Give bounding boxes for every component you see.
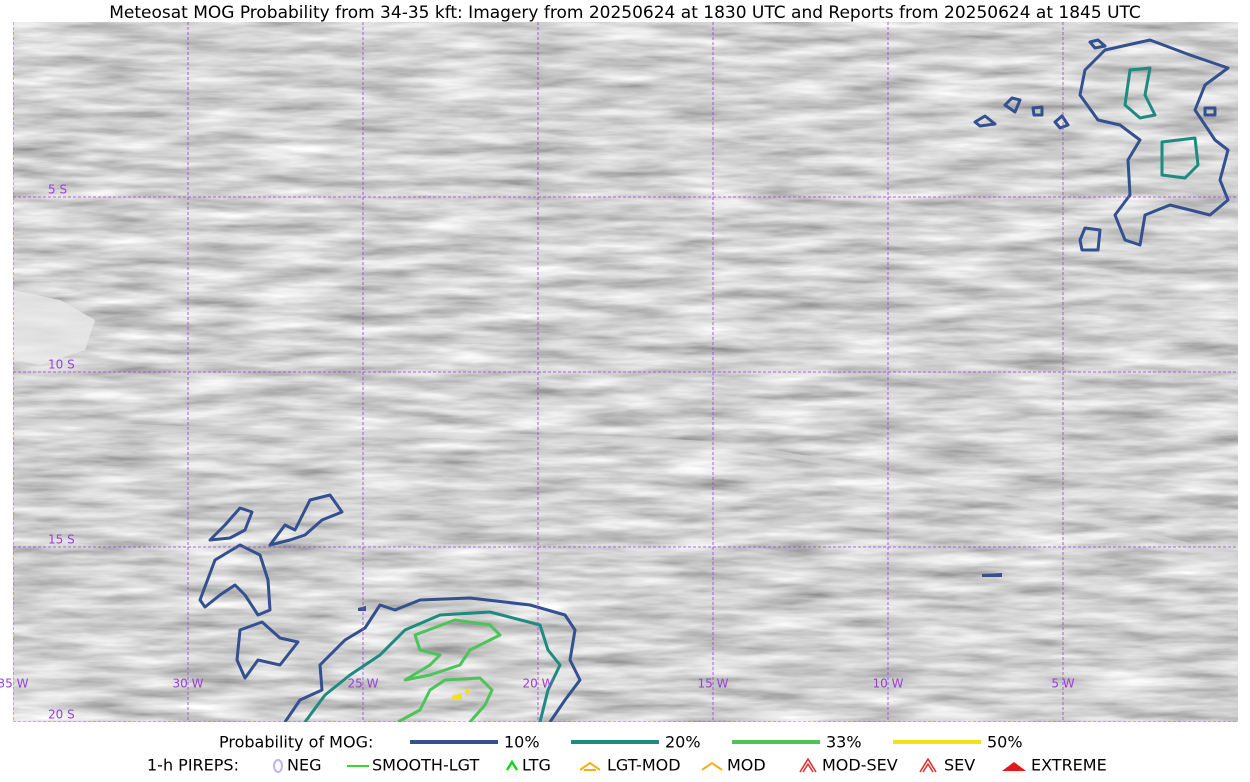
pirep-icon: [799, 757, 817, 773]
lat-label: 15 S: [48, 533, 75, 547]
cloud-band: [13, 417, 1238, 563]
legend: Probability of MOG: 10% 20% 33% 50% 1-h PIREP…: [147, 733, 1107, 775]
lon-label: 20 W: [523, 677, 554, 691]
satellite-map: [13, 22, 1238, 722]
legend-text: 10%: [504, 733, 540, 752]
cloud: [13, 290, 95, 365]
legend-text: NEG: [287, 756, 321, 775]
legend-text: 50%: [987, 733, 1023, 752]
legend-text: MOD: [727, 756, 766, 775]
pirep-icon: [579, 761, 601, 771]
pirep-icon: [505, 759, 519, 771]
contour-50: [452, 688, 470, 700]
contour-10: [973, 38, 1217, 252]
title: Meteosat MOG Probability from 34-35 kft:…: [109, 3, 1141, 23]
legend-text: EXTREME: [1031, 756, 1107, 775]
lat-label: 10 S: [48, 358, 75, 372]
contour-33: [397, 618, 502, 722]
pirep-icon: [1002, 762, 1026, 771]
lon-label: 10 W: [873, 677, 904, 691]
contour-10: [1078, 38, 1230, 247]
legend-text: 33%: [826, 733, 862, 752]
pirep-icon: [273, 759, 283, 773]
legend-text: MOD-SEV: [822, 756, 898, 775]
lon-label: 5 W: [1051, 677, 1074, 691]
legend-text: LTG: [522, 756, 551, 775]
legend-text: SEV: [944, 756, 975, 775]
contours: [198, 38, 1230, 722]
legend-text: 20%: [665, 733, 701, 752]
lon-label: 25 W: [348, 677, 379, 691]
lat-label: 5 S: [48, 183, 67, 197]
lon-label: 30 W: [173, 677, 204, 691]
pirep-icon: [919, 757, 937, 773]
legend-text: SMOOTH-LGT: [372, 756, 479, 775]
lat-label: 20 S: [48, 708, 75, 722]
legend-label: 1-h PIREPS:: [147, 756, 239, 775]
legend-text: LGT-MOD: [607, 756, 681, 775]
lon-label: 35 W: [0, 677, 29, 691]
pirep-icon: [701, 761, 723, 771]
contour-20: [303, 610, 562, 722]
contour-20: [1123, 66, 1200, 180]
legend-label: Probability of MOG:: [219, 733, 373, 752]
contour-10: [198, 493, 344, 680]
lon-label: 15 W: [698, 677, 729, 691]
contour-10: [283, 596, 582, 722]
